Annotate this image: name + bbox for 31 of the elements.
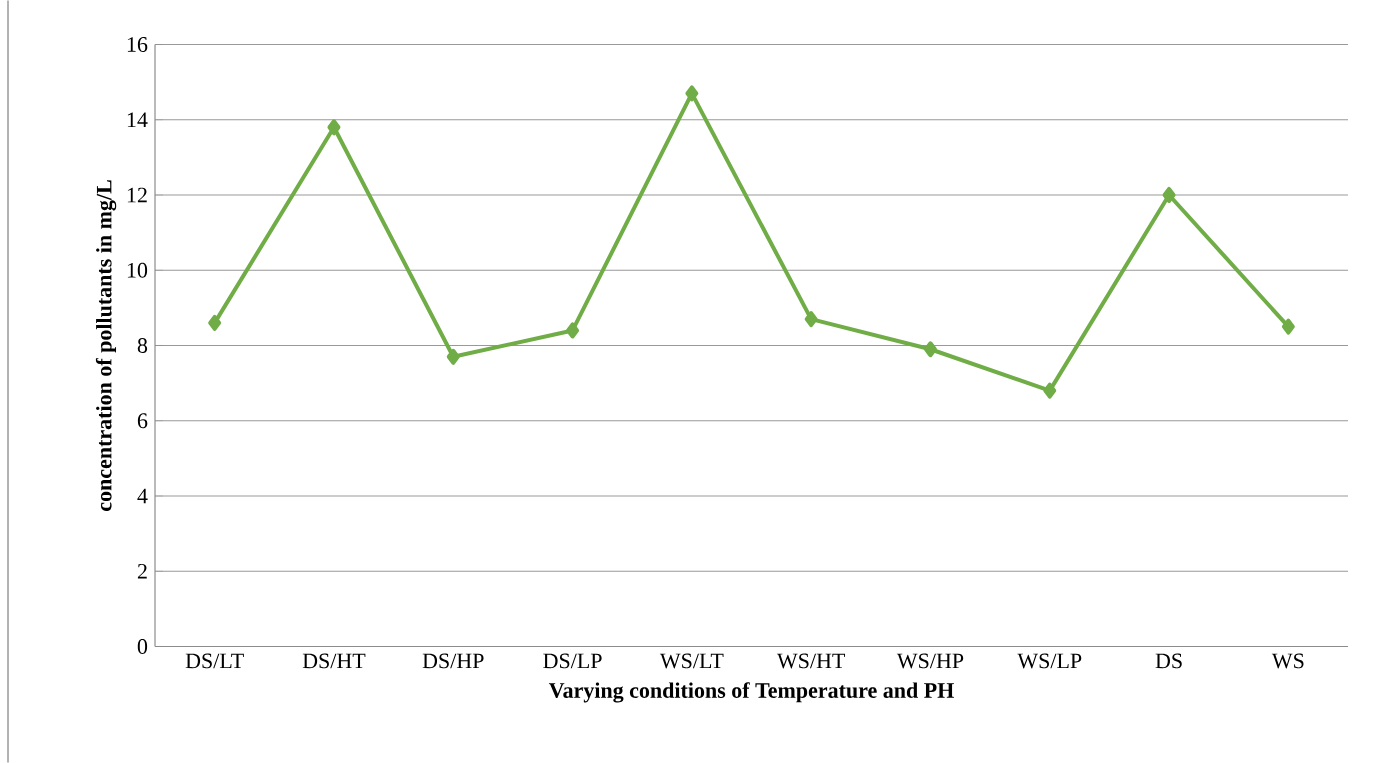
y-tick-label: 16 <box>127 37 148 52</box>
y-tick-label: 4 <box>137 488 148 504</box>
x-tick-label: WS/LT <box>659 653 724 669</box>
x-tick-label: DS/LP <box>543 653 602 669</box>
x-tick-label: WS <box>1271 653 1304 669</box>
x-tick-label: WS/HT <box>776 653 846 669</box>
x-tick-label: DS/HT <box>302 653 366 669</box>
x-tick-label: DS/LT <box>185 653 244 669</box>
point <box>923 341 937 358</box>
point <box>1043 382 1057 399</box>
y-tick-label: 14 <box>127 112 148 127</box>
x-axis-title: Varying conditions of Temperature and PH <box>548 682 954 703</box>
x-tick-label: WS/LP <box>1017 653 1082 669</box>
point <box>566 322 580 339</box>
point <box>804 311 818 328</box>
y-tick-label: 10 <box>127 262 148 278</box>
x-tick-label: DS <box>1155 653 1182 669</box>
point <box>1162 186 1176 203</box>
y-tick-label: 8 <box>137 338 148 353</box>
y-tick-label: 2 <box>137 563 147 579</box>
point <box>685 85 699 102</box>
point <box>446 348 460 365</box>
y-tick-label: 0 <box>137 639 148 654</box>
y-tick-label: 12 <box>127 187 147 203</box>
x-tick-label: WS/HP <box>896 653 964 669</box>
y-axis-title: concentration of pollutants in mg/L <box>95 180 117 511</box>
point <box>208 314 222 331</box>
x-tick-label: DS/HP <box>422 653 484 669</box>
point <box>327 119 341 136</box>
point <box>1281 318 1295 335</box>
y-tick-label: 6 <box>137 413 148 429</box>
